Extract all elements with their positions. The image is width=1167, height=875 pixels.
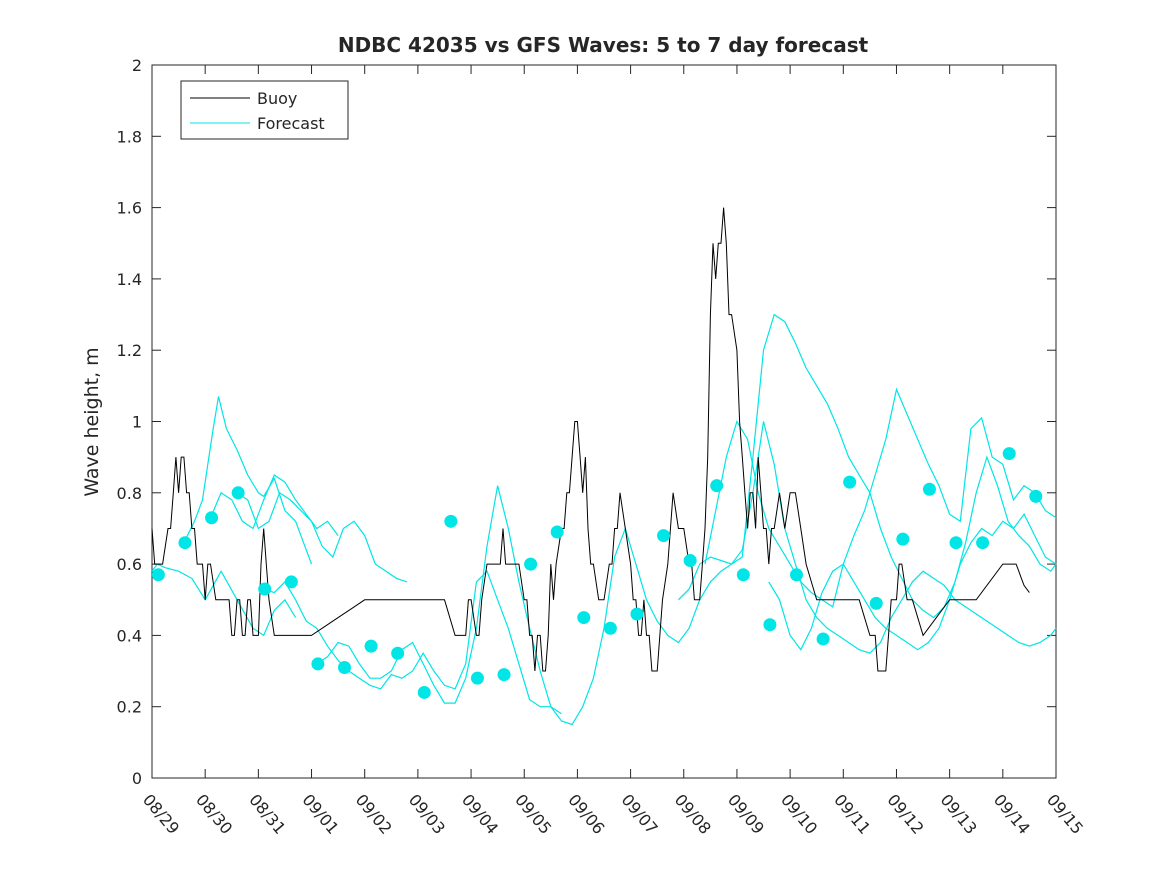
x-tick-label: 09/07 xyxy=(618,790,662,838)
forecast-marker xyxy=(524,557,538,571)
x-tick-label: 09/13 xyxy=(937,790,981,838)
forecast-marker xyxy=(976,536,990,550)
legend-forecast-label: Forecast xyxy=(257,114,325,133)
x-tick-label: 08/31 xyxy=(245,790,289,838)
series-layer xyxy=(151,207,1057,726)
forecast-marker xyxy=(178,536,192,550)
forecast-marker xyxy=(444,514,458,528)
x-tick-label: 09/14 xyxy=(990,790,1034,838)
x-tick-label: 09/02 xyxy=(352,790,396,838)
forecast-marker xyxy=(417,685,431,699)
y-tick-label: 1.8 xyxy=(117,127,142,146)
y-tick-label: 1 xyxy=(132,413,142,432)
x-tick-label: 09/09 xyxy=(724,790,768,838)
buoy-line xyxy=(151,207,1030,672)
x-tick-label: 09/11 xyxy=(830,790,874,838)
y-tick-label: 0.2 xyxy=(117,698,142,717)
chart-title: NDBC 42035 vs GFS Waves: 5 to 7 day fore… xyxy=(338,33,869,57)
x-tick-label: 09/01 xyxy=(298,790,342,838)
forecast-marker xyxy=(231,486,245,500)
y-tick-label: 1.2 xyxy=(117,341,142,360)
forecast-marker xyxy=(577,611,591,625)
forecast-marker xyxy=(949,536,963,550)
x-tick-label: 09/06 xyxy=(564,790,608,838)
legend-buoy-label: Buoy xyxy=(257,89,297,108)
y-tick-label: 0.4 xyxy=(117,626,142,645)
marker-layer xyxy=(151,447,1043,699)
forecast-marker xyxy=(603,621,617,635)
y-tick-label: 0.8 xyxy=(117,484,142,503)
forecast-marker xyxy=(710,479,724,493)
forecast-marker xyxy=(896,532,910,546)
forecast-marker xyxy=(683,554,697,568)
legend: Buoy Forecast xyxy=(180,80,349,140)
forecast-marker xyxy=(816,632,830,646)
x-tick-label: 09/12 xyxy=(883,790,927,838)
forecast-marker xyxy=(736,568,750,582)
forecast-line xyxy=(209,474,339,536)
forecast-line xyxy=(316,421,1057,726)
forecast-marker xyxy=(151,568,165,582)
x-tick-label: 08/29 xyxy=(139,790,183,838)
forecast-marker xyxy=(205,511,219,525)
forecast-marker xyxy=(391,646,405,660)
forecast-marker xyxy=(763,618,777,632)
forecast-marker xyxy=(337,660,351,674)
legend-box xyxy=(180,80,349,140)
forecast-marker xyxy=(1029,489,1043,503)
forecast-marker xyxy=(789,568,803,582)
x-tick-label: 08/30 xyxy=(192,790,236,838)
y-tick-label: 0 xyxy=(132,769,142,788)
y-tick-label: 2 xyxy=(132,56,142,75)
plot-area xyxy=(151,64,1057,779)
forecast-marker xyxy=(1002,447,1016,461)
forecast-line xyxy=(151,563,297,637)
forecast-marker xyxy=(869,596,883,610)
x-tick-label: 09/08 xyxy=(671,790,715,838)
forecast-marker xyxy=(497,668,511,682)
forecast-line xyxy=(183,396,313,565)
x-tick-label: 09/10 xyxy=(777,790,821,838)
x-tick-label: 09/04 xyxy=(458,790,502,838)
forecast-line xyxy=(768,513,1057,651)
forecast-marker xyxy=(364,639,378,653)
y-tick-label: 1.6 xyxy=(117,199,142,218)
forecast-marker xyxy=(657,529,671,543)
x-tick-label: 09/15 xyxy=(1043,790,1087,838)
forecast-line xyxy=(263,570,562,715)
forecast-marker xyxy=(550,525,564,539)
forecast-marker xyxy=(630,607,644,621)
forecast-marker xyxy=(922,482,936,496)
forecast-marker xyxy=(470,671,484,685)
x-tick-label: 09/05 xyxy=(511,790,555,838)
forecast-line xyxy=(704,387,1057,608)
forecast-marker xyxy=(843,475,857,489)
forecast-marker xyxy=(284,575,298,589)
y-tick-label: 0.6 xyxy=(117,555,142,574)
forecast-line xyxy=(236,491,408,583)
forecast-marker xyxy=(311,657,325,671)
forecast-marker xyxy=(258,582,272,596)
y-axis-label: Wave height, m xyxy=(81,347,103,496)
x-tick-label: 09/03 xyxy=(405,790,449,838)
y-tick-label: 1.4 xyxy=(117,270,142,289)
